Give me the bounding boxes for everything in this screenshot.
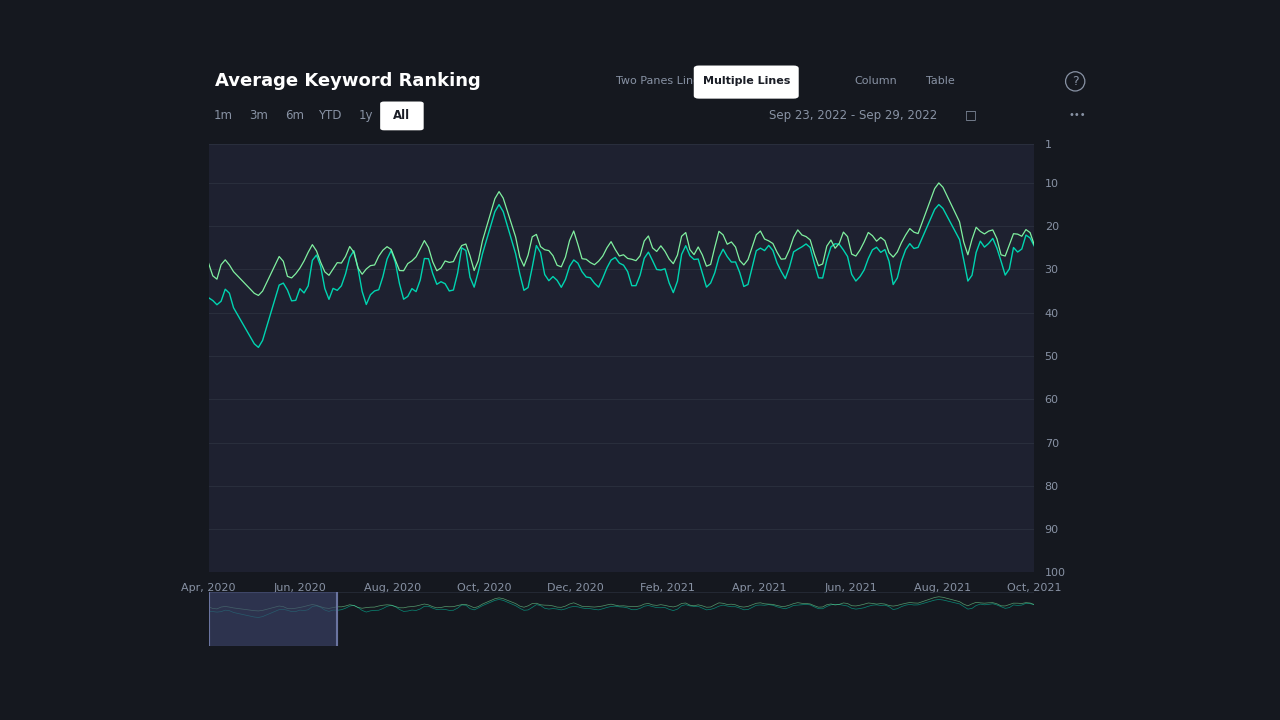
Text: 6m: 6m (285, 109, 303, 122)
Text: Sep 23, 2022 - Sep 29, 2022: Sep 23, 2022 - Sep 29, 2022 (769, 109, 937, 122)
Text: YTD: YTD (319, 109, 342, 122)
Text: □: □ (965, 109, 977, 122)
Text: •••: ••• (1069, 110, 1087, 120)
Text: 1y: 1y (358, 109, 374, 122)
Text: All: All (393, 109, 411, 122)
Bar (209, 592, 337, 646)
Text: 1m: 1m (214, 109, 232, 122)
Text: Multiple Lines: Multiple Lines (703, 76, 790, 86)
Text: ?: ? (1071, 75, 1079, 88)
Text: Average Keyword Ranking: Average Keyword Ranking (215, 73, 481, 91)
Text: Table: Table (927, 76, 955, 86)
Text: Two Panes Line: Two Panes Line (616, 76, 700, 86)
Text: 3m: 3m (250, 109, 268, 122)
Text: Column: Column (854, 76, 897, 86)
